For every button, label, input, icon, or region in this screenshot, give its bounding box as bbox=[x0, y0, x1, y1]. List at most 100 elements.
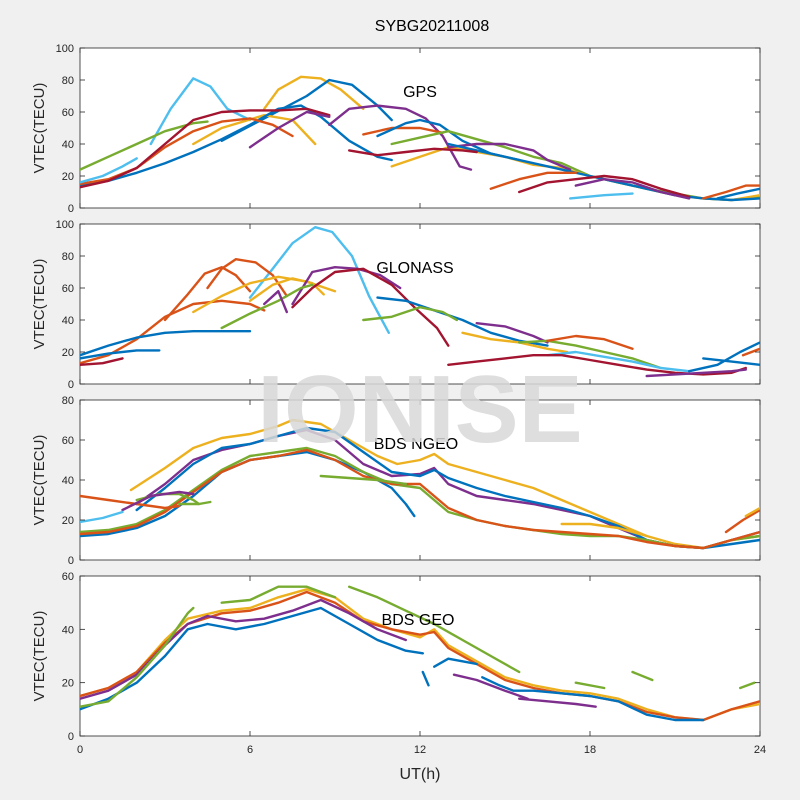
series-line bbox=[574, 178, 691, 200]
panels: 0 20 40 60 80 100 VTEC(TECU) GPS 0 20 40 60 80 100 VTE… bbox=[31, 43, 766, 756]
series-line bbox=[716, 187, 760, 200]
series-line bbox=[80, 606, 195, 708]
y-tick-label: 40 bbox=[62, 475, 74, 487]
series-line bbox=[518, 174, 691, 198]
series-line bbox=[518, 697, 597, 708]
y-tick-label: 20 bbox=[62, 515, 74, 527]
series-line bbox=[739, 681, 756, 690]
series-line bbox=[220, 283, 314, 330]
series-line bbox=[263, 75, 365, 110]
panel-label: BDS GEO bbox=[382, 612, 455, 629]
series-line bbox=[724, 508, 760, 534]
y-tick-label: 60 bbox=[62, 107, 74, 119]
series-line bbox=[80, 446, 760, 550]
series-line bbox=[80, 606, 424, 711]
series-line bbox=[80, 107, 331, 189]
chart-title: SYBG20211008 bbox=[375, 18, 490, 35]
series-group bbox=[80, 418, 760, 550]
plot-area bbox=[79, 399, 761, 561]
series-line bbox=[80, 330, 252, 357]
series-line bbox=[741, 347, 760, 357]
series-line bbox=[80, 510, 124, 524]
series-line bbox=[348, 585, 521, 674]
series-group bbox=[80, 585, 760, 722]
series-line bbox=[192, 114, 317, 146]
panel-label: GLONASS bbox=[376, 260, 453, 277]
x-tick-label: 24 bbox=[754, 744, 766, 756]
series-line bbox=[475, 322, 549, 344]
y-tick-label: 40 bbox=[62, 315, 74, 327]
y-axis-label: VTEC(TECU) bbox=[31, 435, 48, 526]
y-tick-label: 20 bbox=[62, 171, 74, 183]
series-line bbox=[220, 585, 337, 604]
panel-1: 0 20 40 60 80 100 VTEC(TECU) GLONASS bbox=[31, 219, 761, 391]
y-tick-label: 80 bbox=[62, 251, 74, 263]
series-line bbox=[518, 339, 662, 370]
y-axis-label: VTEC(TECU) bbox=[31, 83, 48, 174]
series-line bbox=[80, 598, 407, 700]
series-line bbox=[121, 490, 195, 512]
x-axis-label: UT(h) bbox=[400, 766, 441, 783]
series-line bbox=[291, 267, 450, 347]
series-line bbox=[574, 681, 606, 690]
y-tick-label: 60 bbox=[62, 435, 74, 447]
series-line bbox=[80, 157, 138, 184]
y-tick-label: 0 bbox=[68, 555, 74, 567]
panel-label: BDS NGEO bbox=[374, 436, 458, 453]
watermark: IONISE bbox=[257, 356, 582, 463]
y-axis-label: VTEC(TECU) bbox=[31, 611, 48, 702]
y-tick-label: 0 bbox=[68, 203, 74, 215]
y-tick-label: 60 bbox=[62, 571, 74, 583]
series-line bbox=[546, 350, 691, 373]
series-line bbox=[569, 192, 634, 200]
series-line bbox=[80, 104, 393, 187]
y-tick-label: 20 bbox=[62, 347, 74, 359]
series-line bbox=[362, 306, 458, 322]
x-tick-label: 18 bbox=[584, 744, 596, 756]
series-line bbox=[376, 296, 549, 347]
series-line bbox=[546, 334, 634, 350]
series-line bbox=[80, 120, 209, 171]
y-tick-label: 60 bbox=[62, 283, 74, 295]
series-line bbox=[248, 110, 331, 149]
y-axis-label: VTEC(TECU) bbox=[31, 259, 48, 350]
y-tick-label: 100 bbox=[56, 219, 74, 231]
y-tick-label: 40 bbox=[62, 139, 74, 151]
series-line bbox=[421, 670, 430, 687]
series-group bbox=[80, 226, 760, 378]
series-line bbox=[447, 354, 747, 376]
series-line bbox=[489, 171, 577, 190]
y-tick-label: 40 bbox=[62, 624, 74, 636]
series-line bbox=[560, 522, 648, 538]
y-tick-label: 0 bbox=[68, 731, 74, 743]
series-line bbox=[248, 226, 390, 334]
series-line bbox=[447, 142, 572, 171]
series-line bbox=[80, 357, 124, 366]
series-line bbox=[263, 290, 288, 314]
series-line bbox=[362, 126, 444, 136]
y-tick-label: 20 bbox=[62, 678, 74, 690]
series-line bbox=[744, 506, 760, 518]
series-line bbox=[291, 266, 402, 306]
series-line bbox=[80, 448, 760, 550]
series-line bbox=[178, 500, 212, 506]
series-line bbox=[688, 341, 760, 373]
y-tick-label: 80 bbox=[62, 395, 74, 407]
series-line bbox=[481, 676, 705, 722]
y-tick-label: 80 bbox=[62, 75, 74, 87]
series-line bbox=[452, 673, 529, 700]
series-line bbox=[702, 357, 760, 366]
series-line bbox=[248, 277, 325, 302]
series-group bbox=[80, 75, 760, 202]
series-line bbox=[328, 104, 473, 171]
series-line bbox=[80, 349, 161, 360]
x-tick-label: 0 bbox=[77, 744, 83, 756]
panel-0: 0 20 40 60 80 100 VTEC(TECU) GPS bbox=[31, 43, 761, 215]
x-tick-label: 12 bbox=[414, 744, 426, 756]
y-tick-label: 0 bbox=[68, 379, 74, 391]
panel-label: GPS bbox=[403, 84, 437, 101]
series-line bbox=[163, 266, 252, 322]
series-line bbox=[348, 147, 478, 157]
